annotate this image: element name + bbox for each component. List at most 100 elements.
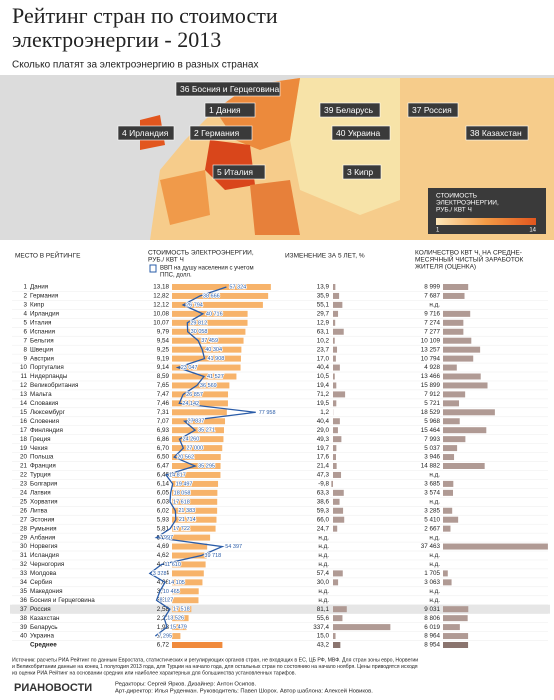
change-value: 59,3 xyxy=(317,507,330,514)
country: Казахстан xyxy=(30,615,60,622)
change-bar xyxy=(333,346,338,353)
gdp-label: 29 812 xyxy=(190,320,207,326)
country: Нидерланды xyxy=(30,373,68,380)
kwh-bar xyxy=(443,409,495,416)
cost-value: 6,03 xyxy=(157,498,170,505)
country: Чехия xyxy=(30,445,48,452)
country: Португалия xyxy=(30,364,64,371)
map-label: 1 Дания xyxy=(209,105,241,115)
cost-bar xyxy=(172,418,226,425)
change-value: 30,0 xyxy=(317,579,330,586)
cost-bar xyxy=(172,624,187,631)
kwh-bar xyxy=(443,328,464,335)
kwh-bar xyxy=(443,319,464,326)
rank: 39 xyxy=(20,624,28,631)
kwh-value: 7 274 xyxy=(424,319,440,326)
kwh-value: 6 019 xyxy=(424,624,440,631)
rank: 18 xyxy=(20,436,28,443)
kwh-value: 7 277 xyxy=(424,328,440,335)
country: Хорватия xyxy=(30,498,58,505)
gdp-label: 37 459 xyxy=(201,338,218,344)
cost-bar xyxy=(172,561,206,568)
cost-value: 6,47 xyxy=(157,463,170,470)
change-bar xyxy=(333,471,342,478)
cost-value: 7,65 xyxy=(157,382,170,389)
rank: 37 xyxy=(20,606,28,613)
gdp-label: 35 295 xyxy=(198,463,215,469)
gdp-label: 41 527 xyxy=(207,374,224,380)
cost-bar xyxy=(172,552,207,559)
cost-value: 10,07 xyxy=(153,319,169,326)
country: Финляндия xyxy=(30,427,63,434)
kwh-bar xyxy=(443,624,460,631)
cost-value: 9,54 xyxy=(157,337,170,344)
gdp-label: 17 722 xyxy=(173,526,190,532)
kwh-bar xyxy=(443,525,451,532)
change-value: 49,3 xyxy=(317,436,330,443)
cost-value: 4,69 xyxy=(157,543,170,550)
rank: 6 xyxy=(23,328,27,335)
change-bar xyxy=(333,328,344,335)
kwh-bar xyxy=(443,373,481,380)
gdp-label: 77 958 xyxy=(259,410,276,416)
cost-bar xyxy=(172,588,199,595)
gdp-label: 40 304 xyxy=(205,347,222,353)
change-value: 55,1 xyxy=(317,302,330,309)
rank: 32 xyxy=(20,561,28,568)
rank: 28 xyxy=(20,525,28,532)
country: Албания xyxy=(30,533,55,541)
header: МЕСТО В РЕЙТИНГЕ xyxy=(15,251,81,260)
map-label-box xyxy=(465,125,529,141)
source: Источник: расчеты РИА Рейтинг по данным … xyxy=(12,656,418,663)
kwh-value: н.д. xyxy=(429,472,440,479)
cost-bar xyxy=(172,543,208,550)
country: Италия xyxy=(30,319,51,326)
cost-bar xyxy=(172,489,218,496)
kwh-value: 15 899 xyxy=(421,382,441,389)
kwh-bar xyxy=(443,355,474,362)
change-value: 23,7 xyxy=(317,346,330,353)
change-bar xyxy=(333,337,335,344)
change-value: 29,7 xyxy=(317,311,330,318)
change-bar xyxy=(333,319,336,326)
rank: 16 xyxy=(20,418,28,425)
map-label: 40 Украина xyxy=(336,128,380,138)
change-bar xyxy=(333,445,337,452)
change-value: 57,4 xyxy=(317,570,330,577)
legend-title: ЭЛЕКТРОЭНЕРГИИ, xyxy=(436,200,499,207)
country: Беларусь xyxy=(30,624,58,631)
country: Испания xyxy=(30,328,55,335)
change-value: 24,7 xyxy=(317,525,330,532)
change-bar xyxy=(333,570,343,577)
gdp-label: 20 562 xyxy=(177,455,194,461)
kwh-value: 4 928 xyxy=(424,364,440,371)
change-bar xyxy=(333,579,339,586)
map-label-box xyxy=(212,164,266,180)
map-label-box xyxy=(175,81,281,97)
rank: 33 xyxy=(20,570,28,577)
change-bar xyxy=(333,454,336,461)
cost-value: 1,12 xyxy=(157,633,170,640)
legend-max: 14 xyxy=(529,228,536,234)
row-highlight xyxy=(10,604,550,614)
gdp-label: 21 714 xyxy=(179,517,196,523)
country: Молдова xyxy=(30,570,57,577)
rank: 31 xyxy=(20,552,28,559)
rank: 2 xyxy=(23,293,27,300)
change-value: 29,0 xyxy=(317,427,330,434)
gdp-label: 13 526 xyxy=(167,616,184,622)
kwh-bar xyxy=(443,570,448,577)
map-label: 4 Ирландия xyxy=(122,128,169,138)
kwh-value: 3 574 xyxy=(424,490,440,497)
rank: 4 xyxy=(23,311,27,318)
country: Словакия xyxy=(30,400,58,407)
gdp-label: 11 610 xyxy=(164,562,180,568)
cost-value: 12,82 xyxy=(153,293,169,300)
kwh-value: 1 705 xyxy=(424,570,440,577)
kwh-bar xyxy=(443,391,466,398)
country: Германия xyxy=(30,293,58,300)
cost-bar xyxy=(172,292,269,299)
rank: 7 xyxy=(23,337,27,344)
kwh-bar xyxy=(443,427,487,434)
kwh-value: 14 882 xyxy=(421,463,441,470)
